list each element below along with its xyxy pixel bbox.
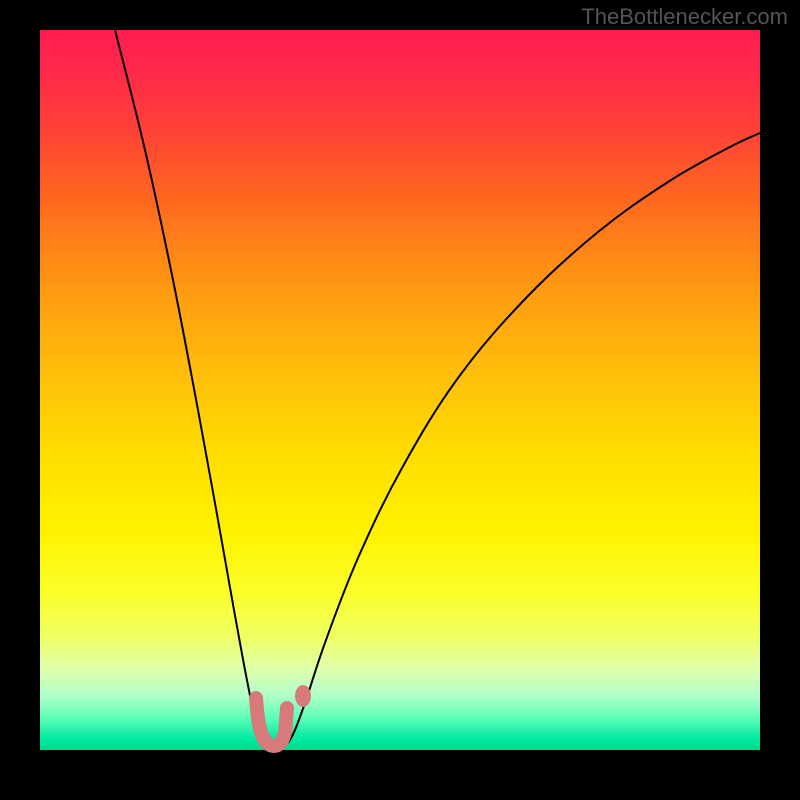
marker-dot — [295, 685, 311, 707]
chart-stage: TheBottlenecker.com — [0, 0, 800, 800]
gradient-background — [40, 30, 760, 750]
plot-area — [40, 30, 760, 750]
chart-svg — [0, 0, 800, 800]
watermark-link[interactable]: TheBottlenecker.com — [581, 4, 788, 30]
